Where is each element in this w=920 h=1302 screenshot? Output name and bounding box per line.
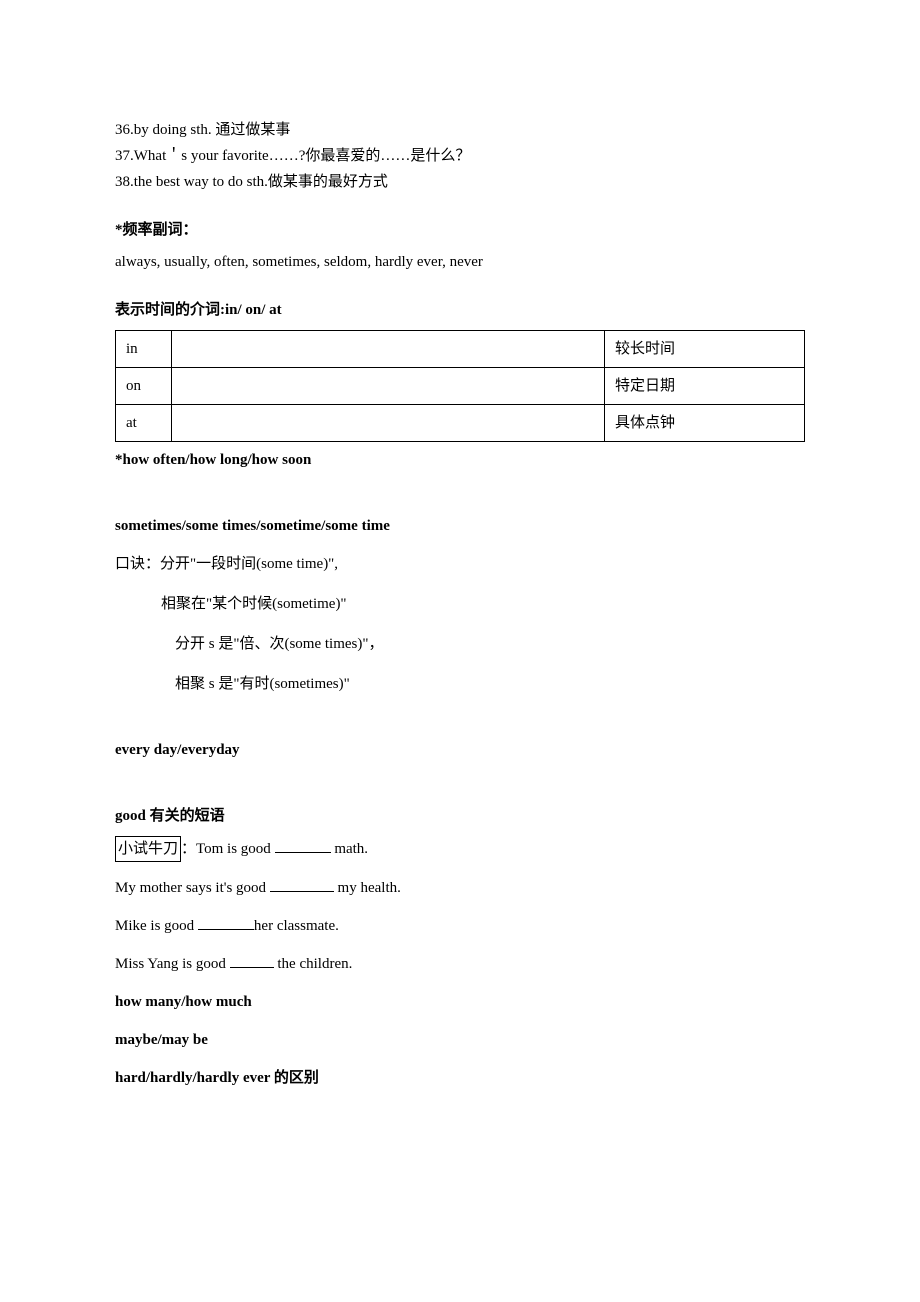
table-row: in 较长时间 — [116, 331, 805, 368]
ex1-post: math. — [331, 841, 369, 857]
fill-blank — [270, 877, 334, 892]
exercise-label-box: 小试牛刀 — [115, 836, 181, 862]
exercise-4: Miss Yang is good the children. — [115, 952, 805, 976]
empty-cell — [172, 405, 605, 442]
phrase-38: 38.the best way to do sth.做某事的最好方式 — [115, 170, 805, 194]
exercise-3: Mike is good her classmate. — [115, 914, 805, 938]
empty-cell — [172, 331, 605, 368]
rhyme-line-4: 相聚 s 是"有时(sometimes)" — [115, 672, 805, 696]
phrase-36: 36.by doing sth. 通过做某事 — [115, 118, 805, 142]
maybe-heading: maybe/may be — [115, 1028, 805, 1052]
ex2-post: my health. — [334, 880, 401, 896]
fill-blank — [275, 838, 331, 853]
phrase-list: 36.by doing sth. 通过做某事 37.What＇s your fa… — [115, 118, 805, 194]
meaning-cell: 较长时间 — [605, 331, 805, 368]
preposition-heading: 表示时间的介词:in/ on/ at — [115, 298, 805, 322]
good-phrases-heading: good 有关的短语 — [115, 804, 805, 828]
good-exercise-block: 小试牛刀：Tom is good math. My mother says it… — [115, 836, 805, 976]
fill-blank — [198, 915, 254, 930]
ex4-pre: Miss Yang is good — [115, 956, 230, 972]
frequency-adverb-list: always, usually, often, sometimes, seldo… — [115, 250, 805, 274]
frequency-heading: *频率副词： — [115, 218, 805, 242]
prep-cell: in — [116, 331, 172, 368]
ex4-post: the children. — [274, 956, 353, 972]
rhyme-line-3: 分开 s 是"倍、次(some times)"， — [115, 632, 805, 656]
sometimes-section: sometimes/some times/sometime/some time … — [115, 514, 805, 696]
ex2-pre: My mother says it's good — [115, 880, 270, 896]
everyday-heading: every day/everyday — [115, 738, 805, 762]
how-questions-heading: *how often/how long/how soon — [115, 448, 805, 472]
how-many-heading: how many/how much — [115, 990, 805, 1014]
rhyme-line-1: 口诀：分开"一段时间(some time)", — [115, 552, 805, 576]
ex1-pre: ：Tom is good — [181, 841, 275, 857]
ex3-pre: Mike is good — [115, 918, 198, 934]
table-row: at 具体点钟 — [116, 405, 805, 442]
hard-heading: hard/hardly/hardly ever 的区别 — [115, 1066, 805, 1090]
exercise-1: 小试牛刀：Tom is good math. — [115, 836, 805, 862]
meaning-cell: 特定日期 — [605, 368, 805, 405]
rhyme-line-2: 相聚在"某个时候(sometime)" — [115, 592, 805, 616]
exercise-2: My mother says it's good my health. — [115, 876, 805, 900]
prep-cell: on — [116, 368, 172, 405]
empty-cell — [172, 368, 605, 405]
ex3-post: her classmate. — [254, 918, 339, 934]
fill-blank — [230, 953, 274, 968]
preposition-table: in 较长时间 on 特定日期 at 具体点钟 — [115, 330, 805, 442]
sometimes-heading: sometimes/some times/sometime/some time — [115, 514, 805, 538]
prep-cell: at — [116, 405, 172, 442]
table-row: on 特定日期 — [116, 368, 805, 405]
meaning-cell: 具体点钟 — [605, 405, 805, 442]
phrase-37: 37.What＇s your favorite……?你最喜爱的……是什么？ — [115, 144, 805, 168]
